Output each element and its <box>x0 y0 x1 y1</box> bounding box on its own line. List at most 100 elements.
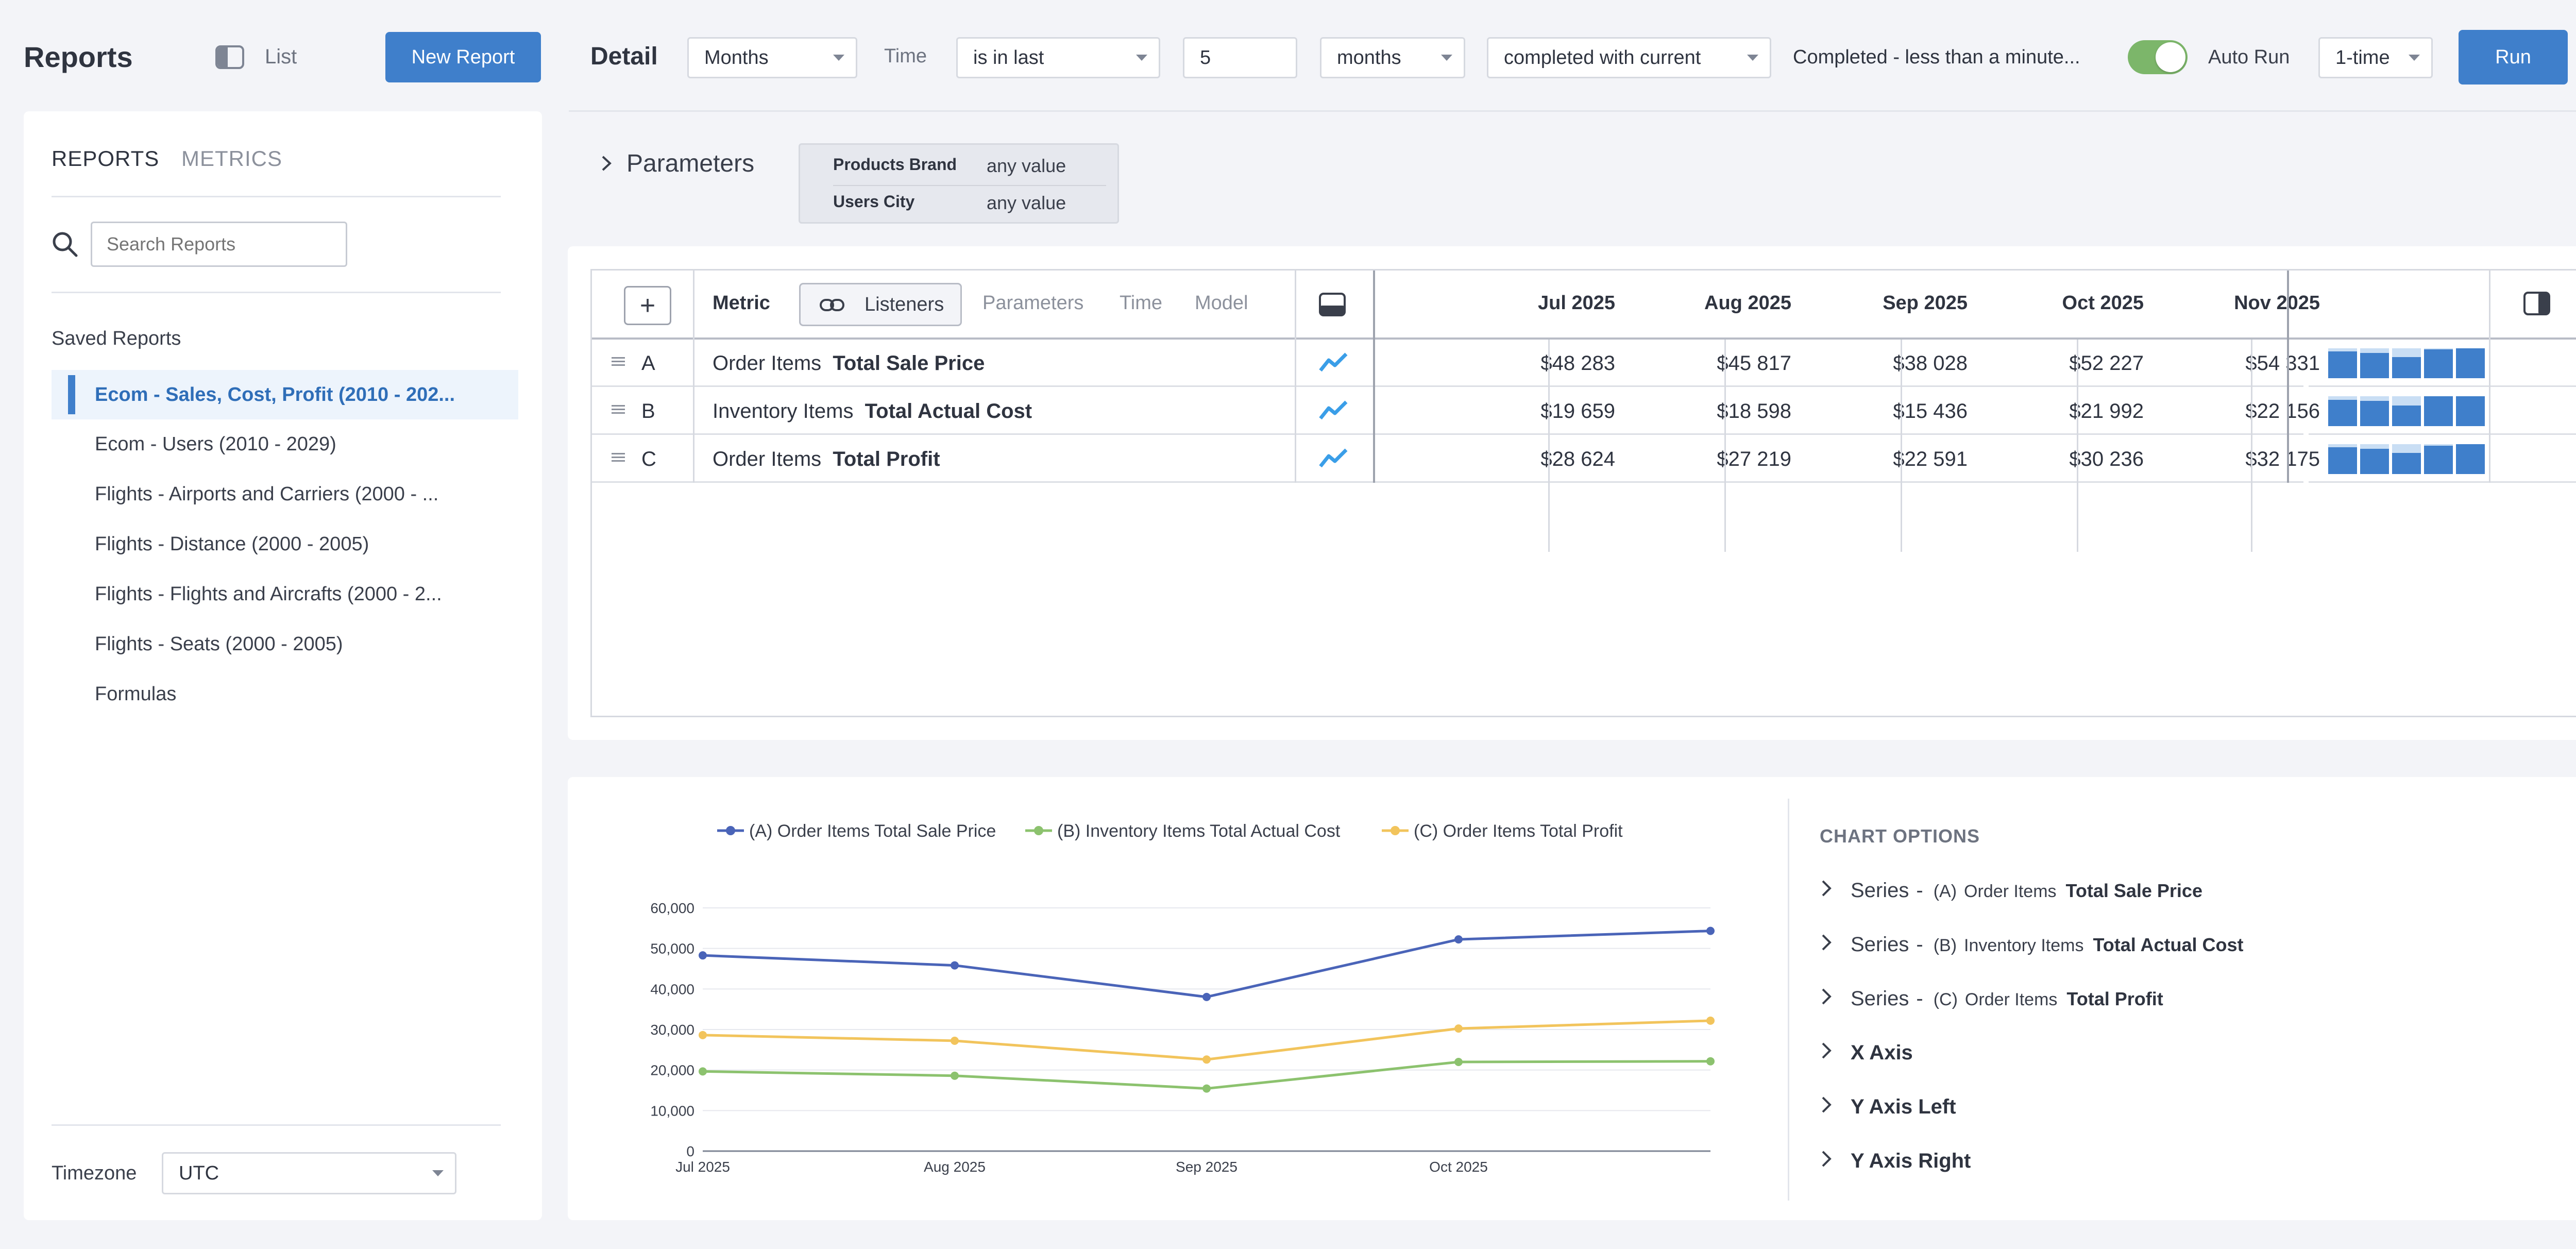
chart-panel-icon[interactable] <box>1318 292 1346 317</box>
value-cell: $38 028 <box>1893 352 1968 375</box>
run-frequency-select[interactable]: 1-time <box>2318 37 2433 78</box>
completion-select[interactable]: completed with current <box>1487 37 1771 78</box>
value-cell: $15 436 <box>1893 400 1968 423</box>
data-point <box>699 951 707 960</box>
x-tick-label: Sep 2025 <box>1176 1159 1238 1175</box>
sparkline-bar <box>2328 400 2357 426</box>
month-column-header: Jul 2025 <box>1538 292 1615 314</box>
saved-report-item[interactable]: Ecom - Users (2010 - 2029) <box>95 433 336 455</box>
tab-metrics[interactable]: METRICS <box>181 146 282 171</box>
series-measure: Total Profit <box>2066 988 2163 1009</box>
chevron-right-icon[interactable] <box>598 155 615 172</box>
sidebar-toggle-icon[interactable] <box>215 45 244 69</box>
saved-report-item[interactable]: Flights - Distance (2000 - 2005) <box>95 533 369 555</box>
listeners-button[interactable]: Listeners <box>799 283 962 326</box>
chevron-right-icon <box>1820 987 1851 1010</box>
column-divider <box>2287 271 2289 483</box>
saved-report-item[interactable]: Ecom - Sales, Cost, Profit (2010 - 202..… <box>52 370 518 419</box>
run-status: Completed - less than a minute... <box>1793 46 2080 68</box>
series-letter: (B) <box>1933 936 1957 955</box>
time-value-input[interactable]: 5 <box>1183 37 1297 78</box>
line-chart-icon[interactable] <box>1318 351 1349 374</box>
parameters-title[interactable]: Parameters <box>626 150 755 177</box>
month-column-header: Oct 2025 <box>2062 292 2144 314</box>
granularity-select[interactable]: Months <box>687 37 857 78</box>
y-axis-left-option[interactable]: Y Axis Left <box>1820 1095 1956 1119</box>
value-cell: $19 659 <box>1540 400 1615 423</box>
auto-run-toggle[interactable] <box>2128 40 2188 74</box>
sparkline-bar <box>2328 447 2357 474</box>
saved-report-item[interactable]: Flights - Airports and Carriers (2000 - … <box>95 483 439 505</box>
series-option-c[interactable]: Series - (C) Order Items Total Profit <box>1820 987 2163 1010</box>
legend-marker <box>726 826 735 835</box>
sparkline-bar <box>2392 453 2421 474</box>
time-unit-select[interactable]: months <box>1320 37 1465 78</box>
drag-handle-icon[interactable] <box>612 453 625 464</box>
series-source: Order Items <box>1964 990 2058 1009</box>
parameters-column-header[interactable]: Parameters <box>982 292 1084 314</box>
time-operator-select[interactable]: is in last <box>956 37 1160 78</box>
column-divider <box>1724 340 1726 552</box>
timezone-select[interactable]: UTC <box>162 1152 456 1194</box>
data-point <box>1202 992 1211 1001</box>
column-divider <box>2077 340 2078 552</box>
table-row[interactable]: A Order Items Total Sale Price $48 283 $… <box>592 340 2320 387</box>
series-option-a[interactable]: Series - (A) Order Items Total Sale Price <box>1820 879 2202 902</box>
caret-down-icon <box>1441 55 1452 61</box>
run-button[interactable]: Run <box>2459 30 2568 85</box>
drag-handle-icon[interactable] <box>612 357 625 368</box>
add-metric-button[interactable]: + <box>624 286 671 325</box>
table-row[interactable]: B Inventory Items Total Actual Cost $19 … <box>592 387 2320 435</box>
row-letter: B <box>641 400 655 423</box>
new-report-button[interactable]: New Report <box>385 32 541 82</box>
time-unit-value: months <box>1337 46 1401 69</box>
parameters-summary[interactable]: Products Brand any value Users City any va… <box>799 143 1119 224</box>
y-axis-right-option[interactable]: Y Axis Right <box>1820 1150 1971 1173</box>
tab-reports[interactable]: REPORTS <box>52 146 160 171</box>
run-frequency-value: 1-time <box>2335 46 2390 69</box>
value-cell: $30 236 <box>2069 448 2144 470</box>
value-cell: $22 156 <box>2245 400 2320 423</box>
legend-marker <box>1034 826 1043 835</box>
x-axis-option[interactable]: X Axis <box>1820 1041 1913 1065</box>
value-cell: $52 227 <box>2069 352 2144 375</box>
list-label[interactable]: List <box>265 45 297 68</box>
y-tick-label: 30,000 <box>650 1022 694 1038</box>
sparkline <box>2309 387 2576 435</box>
y-tick-label: 50,000 <box>650 941 694 957</box>
drag-handle-icon[interactable] <box>612 405 625 416</box>
metric-column-header: Metric <box>713 292 770 314</box>
toggle-knob <box>2156 42 2185 72</box>
value-cell: $28 624 <box>1540 448 1615 470</box>
series-measure: Total Actual Cost <box>2093 934 2244 955</box>
metric-source: Order Items <box>713 448 822 470</box>
time-column-header[interactable]: Time <box>1120 292 1163 314</box>
param-value: any value <box>987 192 1066 213</box>
search-reports-input[interactable] <box>91 222 347 267</box>
legend-label: (B) Inventory Items Total Actual Cost <box>1057 821 1341 841</box>
saved-report-item[interactable]: Flights - Flights and Aircrafts (2000 - … <box>95 583 442 605</box>
y-tick-label: 40,000 <box>650 981 694 997</box>
column-divider <box>2251 340 2252 552</box>
sparkline-bar <box>2360 353 2389 378</box>
line-chart-icon[interactable] <box>1318 447 1349 469</box>
month-column-header: Aug 2025 <box>1704 292 1791 314</box>
saved-report-item[interactable]: Formulas <box>95 683 177 705</box>
data-point <box>1454 1057 1463 1066</box>
value-cell: $27 219 <box>1717 448 1791 470</box>
saved-report-item[interactable]: Flights - Seats (2000 - 2005) <box>95 633 343 655</box>
value-cell: $18 598 <box>1717 400 1791 423</box>
row-letter: A <box>641 352 655 375</box>
table-row[interactable]: C Order Items Total Profit $28 624 $27 2… <box>592 435 2320 483</box>
data-point <box>1706 1016 1715 1025</box>
line-chart-icon[interactable] <box>1318 399 1349 421</box>
link-icon <box>820 299 844 311</box>
model-column-header[interactable]: Model <box>1195 292 1248 314</box>
side-panel-icon[interactable] <box>2523 291 2551 316</box>
metrics-table: + Metric Listeners Parameters Time Model… <box>590 269 2576 717</box>
data-point <box>699 1067 707 1076</box>
series-option-b[interactable]: Series - (B) Inventory Items Total Actual… <box>1820 933 2243 956</box>
completion-value: completed with current <box>1504 46 1701 69</box>
x-tick-label: Jul 2025 <box>675 1159 730 1175</box>
legend-marker <box>1391 826 1400 835</box>
